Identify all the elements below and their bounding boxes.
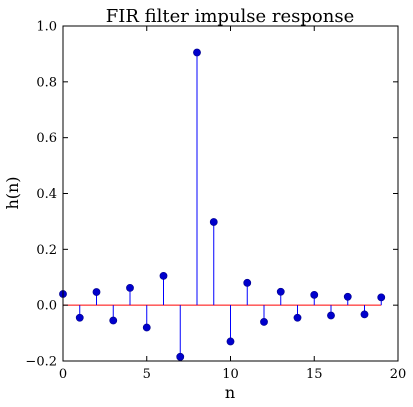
axes-frame: [62, 25, 399, 362]
x-tick-label: 5: [143, 367, 151, 382]
stem-marker: [260, 318, 268, 326]
stem-marker: [276, 287, 285, 296]
y-tick-label: 0.4: [36, 187, 57, 202]
y-axis-label: h(n): [3, 176, 22, 209]
stem-marker: [75, 313, 84, 322]
x-tick-label: 20: [390, 367, 407, 382]
stem-marker: [360, 310, 369, 319]
stem-marker: [126, 283, 134, 292]
x-axis-label: n: [225, 383, 235, 402]
y-tick-label: 0.6: [36, 131, 57, 146]
plot-area: 0 5 10 15 20 −0.2 0.0 0.2 0.4 0.6 0.8 1.0: [25, 20, 406, 383]
stem-marker: [176, 352, 185, 361]
stem-marker: [343, 292, 352, 301]
stem-marker: [109, 316, 118, 325]
y-tick-label: 1.0: [36, 20, 57, 35]
x-tick-label: 10: [222, 367, 239, 382]
stem-marker: [142, 323, 151, 332]
stem-marker: [293, 313, 302, 322]
stem-marker: [327, 311, 335, 320]
y-tick-label: 0.2: [36, 243, 57, 258]
y-tick-label: 0.8: [36, 75, 57, 90]
x-tick-label: 15: [306, 367, 323, 382]
stem-marker: [193, 48, 201, 57]
stem-marker: [377, 293, 386, 302]
chart-title: FIR filter impulse response: [106, 6, 355, 27]
stem-marker: [209, 218, 218, 226]
stem-marker: [310, 290, 319, 299]
stem-marker: [243, 278, 252, 287]
x-tick-label: 0: [59, 367, 67, 382]
y-tick-label: −0.2: [25, 355, 57, 370]
stem-marker: [92, 288, 101, 296]
stem-marker: [159, 271, 168, 280]
y-tick-label: 0.0: [36, 299, 57, 314]
stem-marker: [226, 337, 235, 346]
